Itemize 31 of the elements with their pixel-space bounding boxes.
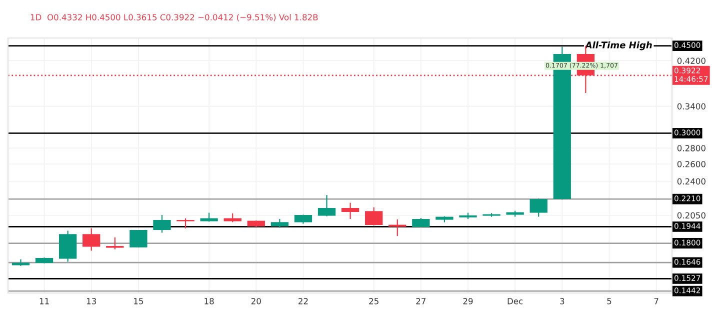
y-tick-label: 0.4200 xyxy=(677,58,706,64)
candlestick xyxy=(388,218,406,237)
x-tick-label: 18 xyxy=(204,298,214,304)
x-tick-label: 29 xyxy=(463,298,473,304)
candlestick xyxy=(176,218,194,229)
x-tick-label: 5 xyxy=(607,298,612,304)
x-tick-label: 25 xyxy=(369,298,378,304)
chart-title: 1D O0.4332 H0.4500 L0.3615 C0.3922 −0.0412 (−9.51%) Vol 1.82B xyxy=(30,14,318,22)
x-tick-label: 22 xyxy=(298,298,308,304)
y-tick-label: 0.3400 xyxy=(677,103,706,110)
candlestick xyxy=(341,202,360,220)
y-tick-label: 0.2050 xyxy=(677,212,706,219)
candlestick xyxy=(153,214,171,234)
candlestick xyxy=(365,206,383,226)
candlestick xyxy=(412,217,430,228)
y-tick-label: 0.2600 xyxy=(677,161,706,168)
x-tick-label: 13 xyxy=(86,298,96,304)
candlestick xyxy=(82,228,100,252)
y-tick-label: 0.2800 xyxy=(677,145,706,152)
x-tick-label: 7 xyxy=(654,298,658,304)
x-tick-label: 3 xyxy=(560,298,564,304)
x-tick-label: 20 xyxy=(251,298,261,304)
x-tick-label: 11 xyxy=(40,298,49,304)
x-tick-label: Dec xyxy=(508,298,523,304)
candlestick xyxy=(530,198,548,218)
annotation: All-Time High xyxy=(584,41,652,50)
candlestick xyxy=(130,229,148,248)
x-tick-label: 15 xyxy=(134,298,144,304)
candlestick xyxy=(318,194,336,217)
x-tick-label: 27 xyxy=(416,298,426,304)
y-tick-label: 0.2400 xyxy=(677,178,706,185)
